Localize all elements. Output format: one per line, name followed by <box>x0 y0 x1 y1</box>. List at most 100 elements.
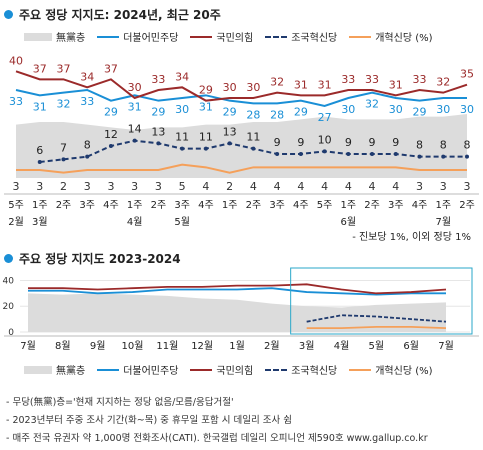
legend-line-swatch-icon <box>349 35 372 38</box>
data-label-ppp: 33 <box>341 73 355 86</box>
data-label-ppp: 30 <box>223 81 237 94</box>
legend-item-dem: 더불어민주당 <box>97 29 178 44</box>
data-label-rebuild: 11 <box>199 131 213 144</box>
point-rebuild <box>298 152 303 156</box>
x-tick-week: 1주 <box>32 200 48 211</box>
data-label-ppp: 34 <box>80 70 94 83</box>
x-tick-month: 12월 <box>191 340 213 352</box>
data-label-reform: 4 <box>392 180 399 193</box>
bullet-dot-icon <box>4 10 13 19</box>
chart2-long-term-line-chart: 0 20 40 7월 8월 9월 10월 11월 12월 1월 2월 3월 4월 5월 6월 7월 <box>3 267 479 352</box>
series-line-rebuild <box>306 314 447 323</box>
x-tick-month: 4월 <box>127 216 143 228</box>
footnote-3: - 매주 전국 유권자 약 1,000명 전화조사(CATI). 한국갤럽 데일… <box>6 433 428 444</box>
data-label-reform: 4 <box>274 180 281 193</box>
x-tick-month: 5월 <box>174 216 190 228</box>
legend-item-ppp: 국민의힘 <box>190 362 253 377</box>
legend-area-swatch-icon <box>24 365 52 374</box>
legend-area-swatch-icon <box>24 32 52 41</box>
data-label-rebuild: 6 <box>36 144 43 157</box>
x-tick-month: 2월 <box>8 216 24 228</box>
data-label-ppp: 32 <box>270 76 284 89</box>
x-tick-month: 11월 <box>156 340 178 352</box>
data-label-rebuild: 7 <box>60 141 67 154</box>
series-line-reform <box>16 163 467 174</box>
data-label-rebuild: 14 <box>128 123 142 136</box>
data-label-dem: 30 <box>389 103 403 116</box>
data-label-rebuild: 8 <box>464 139 471 152</box>
data-label-dem: 30 <box>460 103 474 116</box>
point-rebuild <box>180 146 185 151</box>
data-label-dem: 29 <box>223 106 237 119</box>
legend-item-none: 無黨층 <box>24 29 85 44</box>
x-tick-week: 2주 <box>246 200 262 211</box>
x-tick-week: 4주 <box>103 200 119 211</box>
data-label-rebuild: 13 <box>223 125 237 138</box>
data-label-ppp: 37 <box>33 62 47 75</box>
chart2-title-row: 주요 정당 지지도 2023-2024 <box>4 250 181 267</box>
data-label-dem: 33 <box>80 95 94 108</box>
legend-line-swatch-icon <box>349 368 372 371</box>
point-rebuild <box>61 157 66 162</box>
data-label-reform: 3 <box>84 180 91 193</box>
point-rebuild <box>203 146 208 151</box>
data-label-rebuild: 9 <box>392 136 399 149</box>
legend-label: 조국혁신당 <box>291 33 338 44</box>
x-tick-week: 2주 <box>56 200 72 211</box>
legend-label: 無黨층 <box>56 366 86 377</box>
data-label-reform: 5 <box>179 180 186 193</box>
x-tick-week: 4주 <box>198 200 214 211</box>
data-label-ppp: 33 <box>151 73 165 86</box>
legend-item-dem: 더불어민주당 <box>97 362 178 377</box>
point-rebuild <box>108 144 113 148</box>
x-tick-month: 6월 <box>403 340 419 352</box>
series-line-dem <box>15 88 467 108</box>
x-tick-week: 2주 <box>459 200 475 211</box>
data-label-reform: 4 <box>297 180 304 193</box>
data-label-reform: 4 <box>250 180 257 193</box>
x-tick-month: 1월 <box>229 340 245 352</box>
data-label-dem: 27 <box>318 111 332 124</box>
data-label-reform: 4 <box>369 180 376 193</box>
point-rebuild <box>393 152 398 156</box>
point-rebuild <box>465 154 469 159</box>
legend-item-ppp: 국민의힘 <box>190 29 253 44</box>
legend-label: 더불어민주당 <box>123 33 179 44</box>
footnote-1: - 무당(無黨)층='현재 지지하는 정당 없음/모름/응답거절' <box>6 397 234 408</box>
data-label-dem: 30 <box>436 103 450 116</box>
data-label-ppp: 32 <box>436 76 450 89</box>
series-line-dem <box>28 287 446 296</box>
x-tick-week: 1주 <box>127 200 143 211</box>
x-tick-week: 1주 <box>222 200 238 211</box>
x-tick-month: 2월 <box>264 340 280 352</box>
series-area-none <box>16 114 467 178</box>
data-label-rebuild: 8 <box>416 139 423 152</box>
data-label-ppp: 31 <box>389 78 403 91</box>
legend-label: 개혁신당 (%) <box>375 366 433 377</box>
legend-dash-swatch-icon <box>265 368 288 371</box>
data-label-rebuild: 12 <box>104 128 118 141</box>
data-label-reform: 3 <box>416 180 423 193</box>
legend-label: 국민의힘 <box>216 33 254 44</box>
data-label-rebuild: 9 <box>297 136 304 149</box>
data-label-reform: 2 <box>226 180 233 193</box>
data-label-ppp: 31 <box>294 78 308 91</box>
data-label-ppp: 37 <box>56 62 70 75</box>
data-label-rebuild: 11 <box>175 131 189 144</box>
chart1-legend: 無黨층 더불어민주당 국민의힘 조국혁신당 개혁신당 (%) <box>24 29 445 44</box>
x-tick-month: 8월 <box>55 340 71 352</box>
x-tick-month: 7월 <box>438 340 454 352</box>
x-tick-week: 2주 <box>364 200 380 211</box>
x-tick-month: 3월 <box>32 216 48 228</box>
point-rebuild <box>346 152 351 156</box>
x-tick-week: 5주 <box>317 200 333 211</box>
data-label-reform: 3 <box>107 180 114 193</box>
data-label-reform: 4 <box>345 180 352 193</box>
x-tick-month: 6월 <box>341 216 357 228</box>
x-tick-month: 3월 <box>299 340 315 352</box>
legend-line-swatch-icon <box>97 35 120 38</box>
x-tick-week: 3주 <box>269 200 285 211</box>
bullet-dot-icon <box>4 254 13 263</box>
data-label-ppp: 30 <box>246 81 260 94</box>
